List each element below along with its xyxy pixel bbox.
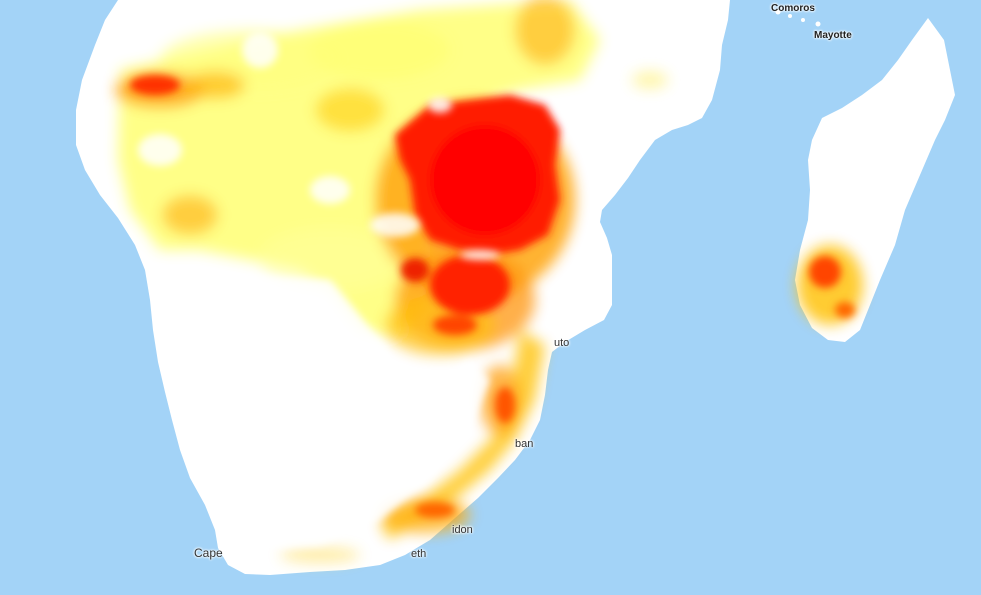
heat-layer	[115, 0, 863, 563]
label-port-elizabeth[interactable]: eth	[411, 548, 427, 560]
comoros-island	[801, 18, 805, 22]
comoros-island	[788, 14, 792, 18]
comoros-island	[775, 9, 781, 15]
label-mayotte[interactable]: Mayotte	[814, 30, 852, 41]
label-east-london[interactable]: idon	[452, 524, 473, 536]
label-cape-town[interactable]: Cape	[194, 546, 223, 560]
heat-gaps	[138, 32, 500, 260]
mayotte-island	[815, 21, 821, 27]
label-maputo[interactable]: uto	[554, 337, 570, 349]
heat-core	[130, 75, 855, 518]
label-comoros[interactable]: Comoros	[771, 3, 815, 14]
label-durban[interactable]: ban	[515, 438, 534, 450]
interior-plateau	[160, 270, 490, 550]
